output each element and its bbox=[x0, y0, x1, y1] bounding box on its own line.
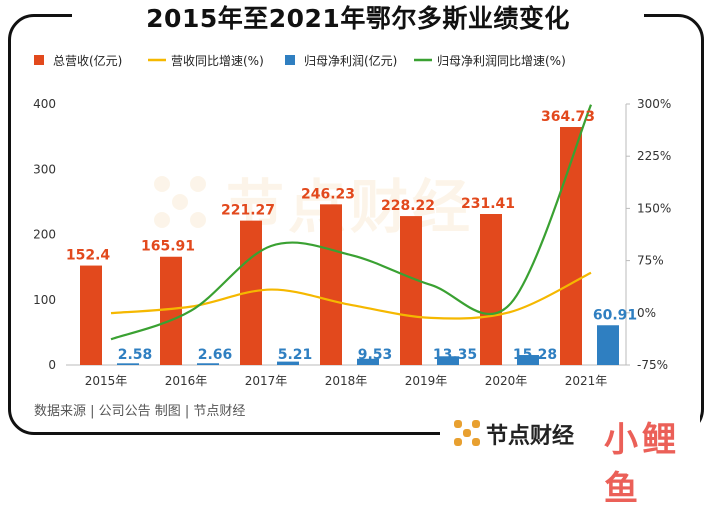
net-profit-bar bbox=[117, 363, 139, 365]
net-profit-bar bbox=[437, 356, 459, 365]
title-box: 2015年至2021年鄂尔多斯业绩变化 bbox=[72, 0, 644, 34]
y-left-tick-label: 200 bbox=[33, 228, 56, 242]
legend-label: 总营收(亿元) bbox=[53, 53, 122, 68]
y-right-tick-label: 75% bbox=[637, 254, 664, 268]
revenue-growth-line bbox=[110, 271, 592, 320]
y-left-tick-label: 0 bbox=[48, 358, 56, 372]
x-tick-label: 2020年 bbox=[485, 374, 528, 388]
revenue-bar bbox=[400, 216, 422, 365]
net-profit-data-label: 13.35 bbox=[433, 347, 477, 363]
net-profit-data-label: 9.53 bbox=[358, 347, 393, 363]
x-tick-label: 2016年 bbox=[165, 374, 208, 388]
y-right-tick-label: -75% bbox=[637, 358, 668, 372]
watermark: 节点财经 bbox=[150, 160, 474, 244]
y-right-tick-label: 300% bbox=[637, 97, 671, 111]
revenue-bar bbox=[480, 214, 502, 365]
net-profit-data-label: 5.21 bbox=[278, 347, 313, 363]
revenue-bar bbox=[320, 204, 342, 365]
y-right-tick-label: 150% bbox=[637, 201, 671, 215]
brand-footer: 节点财经 小鲤鱼 bbox=[440, 412, 700, 509]
net-profit-bar bbox=[517, 355, 539, 365]
y-left-tick-label: 300 bbox=[33, 162, 56, 176]
net-profit-bar bbox=[357, 358, 379, 365]
revenue-data-label: 221.27 bbox=[221, 203, 275, 219]
net-profit-data-label: 2.58 bbox=[118, 347, 153, 363]
legend-label: 营收同比增速(%) bbox=[171, 54, 264, 68]
revenue-data-label: 165.91 bbox=[141, 239, 195, 255]
source-note: 数据来源 | 公司公告 制图 | 节点财经 bbox=[34, 404, 246, 419]
revenue-bar bbox=[160, 256, 182, 365]
x-tick-label: 2015年 bbox=[85, 374, 128, 388]
revenue-data-label: 228.22 bbox=[381, 198, 435, 214]
y-left-tick-label: 400 bbox=[33, 97, 56, 111]
x-tick-label: 2021年 bbox=[565, 374, 608, 388]
y-left-tick-label: 100 bbox=[33, 293, 56, 307]
legend-swatch bbox=[34, 55, 44, 65]
revenue-data-label: 152.4 bbox=[66, 248, 111, 264]
brand-name: 节点财经 bbox=[486, 424, 575, 449]
corner-logo: 小鲤鱼 bbox=[604, 420, 680, 509]
legend-swatch bbox=[285, 55, 295, 65]
revenue-data-label: 231.41 bbox=[461, 196, 515, 212]
x-tick-label: 2019年 bbox=[405, 374, 448, 388]
chart-svg: 0 100 200 300 400 -75% 0% 75% 150% 225% 300% 2015年 2… bbox=[33, 53, 671, 388]
y-right-tick-label: 225% bbox=[637, 149, 671, 163]
revenue-data-label: 246.23 bbox=[301, 186, 355, 202]
chart-page: 节点财经 2015年至2021年鄂尔多斯业绩变化 0 100 200 300 400 -7… bbox=[8, 0, 704, 509]
net-profit-bar bbox=[597, 325, 619, 365]
net-profit-data-label: 60.91 bbox=[593, 307, 637, 323]
x-tick-label: 2018年 bbox=[325, 374, 368, 388]
profit-growth-line bbox=[110, 104, 593, 341]
net-profit-bar bbox=[197, 363, 219, 365]
watermark-text: 节点财经 bbox=[226, 173, 475, 241]
revenue-bar bbox=[560, 127, 582, 365]
revenue-data-label: 364.73 bbox=[541, 109, 595, 125]
net-profit-data-label: 2.66 bbox=[198, 347, 233, 363]
watermark-logo-icon bbox=[154, 176, 206, 228]
net-profit-bar bbox=[277, 361, 299, 365]
y-right-tick-label: 0% bbox=[637, 306, 656, 320]
net-profit-data-label: 15.28 bbox=[513, 347, 557, 363]
chart-title: 2015年至2021年鄂尔多斯业绩变化 bbox=[146, 4, 570, 33]
brand-logo-icon bbox=[454, 420, 480, 446]
legend-label: 归母净利润(亿元) bbox=[304, 53, 397, 68]
revenue-bar bbox=[80, 265, 102, 365]
legend-label: 归母净利润同比增速(%) bbox=[437, 54, 566, 68]
x-tick-label: 2017年 bbox=[245, 374, 288, 388]
